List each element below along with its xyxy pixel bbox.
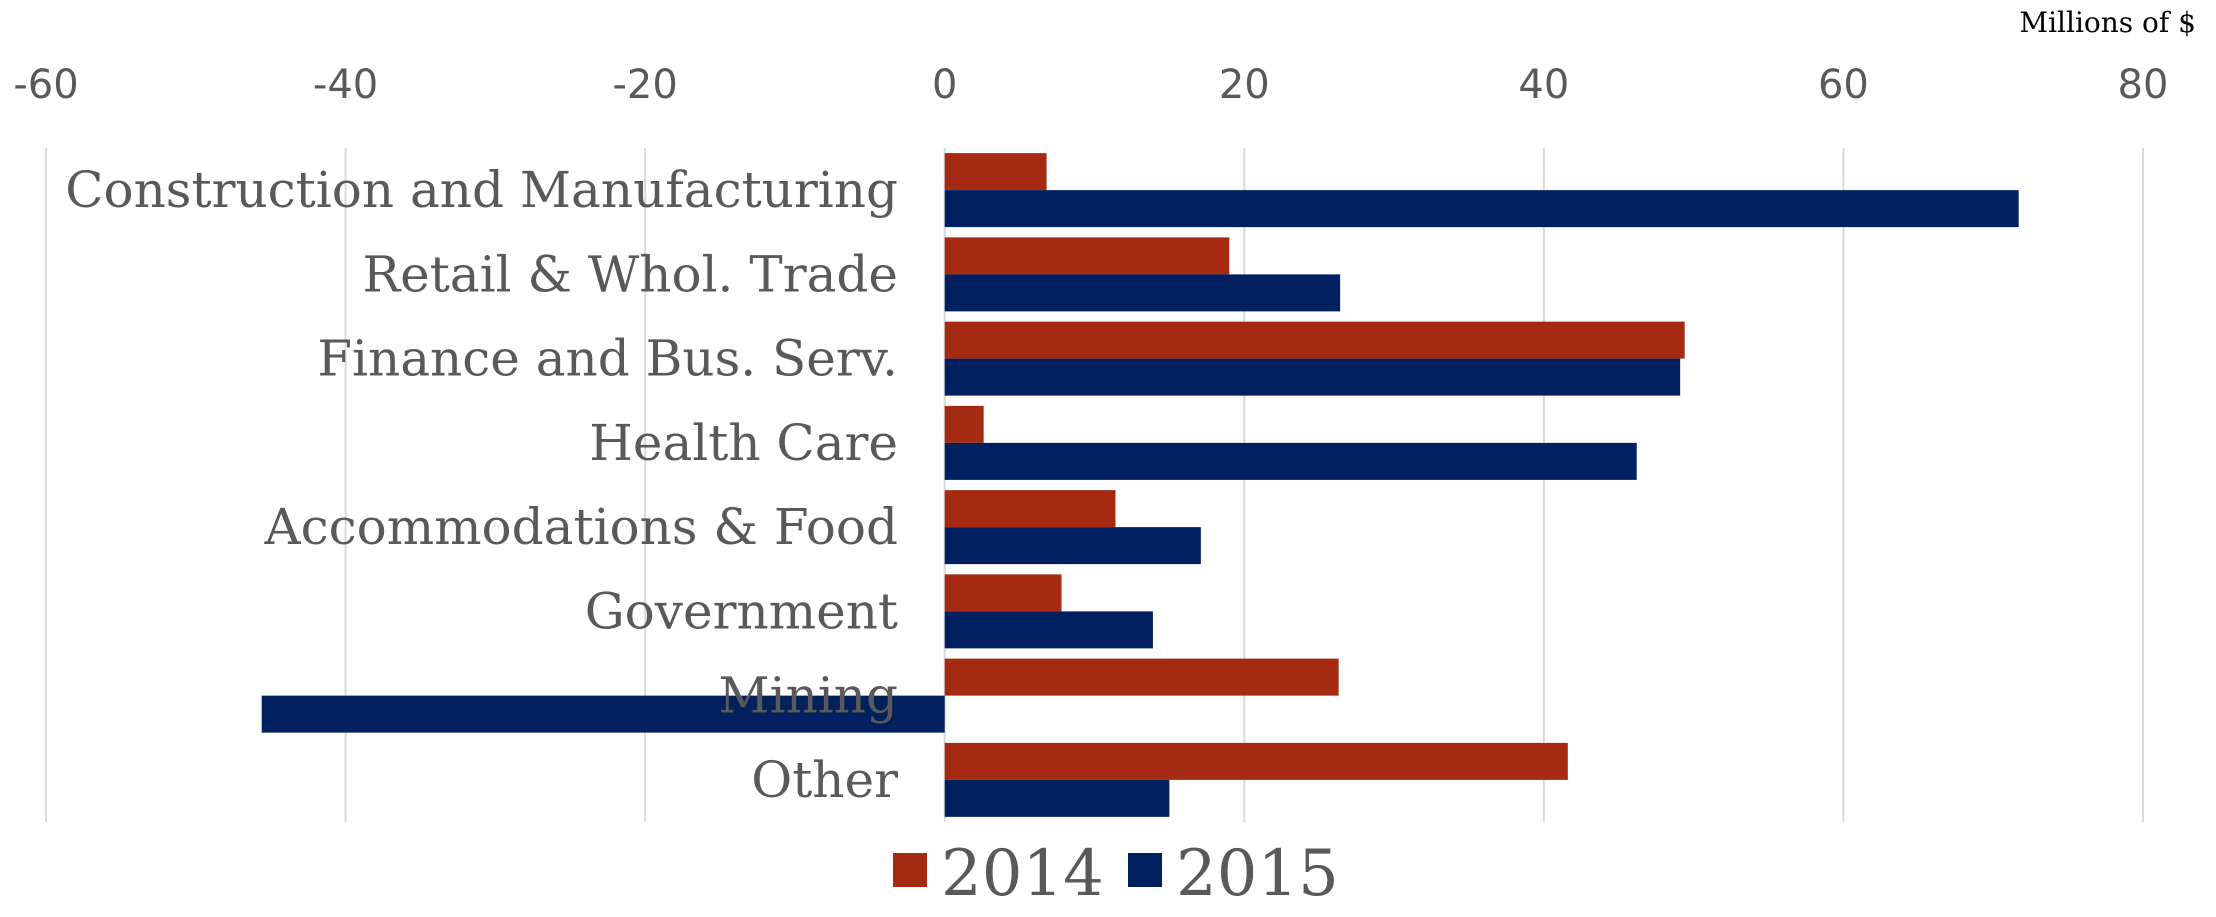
x-axis-tick-labels: -60 -40 -20 0 20 40 60 80 [13, 62, 2168, 108]
category-label: Health Care [589, 414, 898, 472]
bar-2015-5 [944, 611, 1153, 649]
category-label: Other [751, 751, 898, 809]
legend-swatch-2015 [1128, 853, 1162, 887]
bar-2014-5 [944, 574, 1062, 612]
bars [261, 153, 2019, 817]
bar-2015-6 [261, 695, 945, 733]
x-tick-label: -60 [13, 62, 78, 108]
bar-2014-3 [944, 405, 984, 443]
category-label: Retail & Whol. Trade [362, 245, 898, 303]
x-tick-label: 0 [932, 62, 957, 108]
category-label: Government [585, 582, 898, 640]
bar-2015-1 [944, 274, 1341, 312]
bar-2014-6 [944, 658, 1339, 696]
x-tick-label: -40 [313, 62, 378, 108]
legend: 2014 2015 [893, 837, 1339, 911]
bar-2015-7 [944, 779, 1170, 817]
category-labels: Construction and Manufacturing Retail & W… [65, 161, 898, 809]
category-label: Construction and Manufacturing [65, 161, 898, 219]
bar-2015-3 [944, 442, 1637, 480]
category-label: Mining [718, 667, 898, 725]
unit-label: Millions of $ [2019, 6, 2196, 39]
bar-2014-2 [944, 321, 1685, 359]
x-tick-label: 20 [1219, 62, 1270, 108]
category-label: Finance and Bus. Serv. [317, 330, 898, 388]
bar-2014-4 [944, 490, 1116, 528]
legend-label: 2014 [941, 837, 1104, 911]
bar-2015-2 [944, 358, 1681, 396]
x-tick-label: 80 [2118, 62, 2169, 108]
x-tick-label: -20 [612, 62, 677, 108]
bar-2014-1 [944, 237, 1230, 275]
x-tick-label: 60 [1818, 62, 1869, 108]
x-tick-label: 40 [1518, 62, 1569, 108]
bar-2015-0 [944, 190, 2019, 228]
bar-2014-0 [944, 153, 1047, 191]
bar-2015-4 [944, 527, 1201, 565]
category-label: Accommodations & Food [264, 498, 898, 556]
bar-2014-7 [944, 742, 1568, 780]
legend-swatch-2014 [893, 853, 927, 887]
legend-label: 2015 [1176, 837, 1339, 911]
